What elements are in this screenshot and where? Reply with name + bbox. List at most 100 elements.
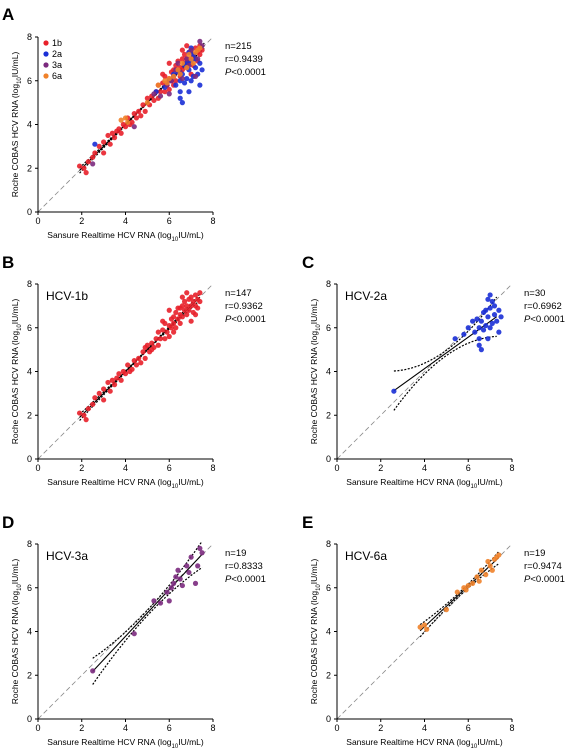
stat-r: r=0.8333: [225, 561, 263, 572]
data-point-6a: [144, 100, 150, 106]
x-axis-label-tail: IU/mL): [477, 737, 503, 747]
data-point-3a: [90, 161, 96, 167]
data-point-6a: [489, 567, 495, 573]
x-tick-label: 8: [210, 216, 215, 226]
stat-p: P<0.0001: [225, 314, 266, 325]
x-axis-label-subscript: 10: [172, 237, 179, 243]
stat-p-value: <0.0001: [231, 314, 266, 325]
x-tick-label: 4: [422, 723, 427, 733]
stat-n: n=19: [524, 548, 545, 559]
data-point-1b: [179, 47, 185, 53]
data-point-6a: [122, 115, 129, 121]
legend-label-1b: 1b: [52, 38, 62, 48]
ci-band-upper: [92, 540, 203, 659]
y-axis-label: Roche COBAS HCV RNA (log10IU/mL): [309, 299, 322, 445]
x-tick-label: 4: [123, 463, 128, 473]
x-axis-label: Sansure Realtime HCV RNA (log10IU/mL): [47, 477, 204, 490]
data-point-2a: [461, 331, 467, 337]
panel-b: B 0 2 4 6 8 0 2 4 6 8 Sansure Realtime HCV RNA (log…: [2, 253, 266, 490]
y-tick-label: 6: [326, 323, 331, 333]
stat-n: n=215: [225, 41, 252, 52]
data-point-1b: [179, 314, 185, 320]
data-point-2a: [476, 325, 482, 331]
data-point-1b: [186, 307, 192, 313]
data-point-3a: [166, 598, 172, 604]
x-tick-label: 6: [466, 723, 471, 733]
y-axis-label-main: Roche COBAS HCV RNA (log: [309, 591, 319, 705]
data-point-1b: [76, 410, 83, 416]
data-point-1b: [129, 366, 135, 372]
data-point-1b: [90, 154, 96, 160]
data-point-1b: [116, 126, 122, 132]
x-tick-label: 6: [167, 463, 172, 473]
x-tick-label: 2: [79, 216, 84, 226]
identity-line: [336, 283, 513, 460]
data-point-1b: [181, 51, 188, 58]
data-point-1b: [140, 102, 146, 108]
data-point-1b: [184, 43, 190, 49]
data-point-1b: [149, 340, 155, 346]
data-point-2a: [391, 388, 397, 394]
x-axis-label-subscript: 10: [471, 484, 478, 490]
y-tick-label: 4: [326, 627, 331, 637]
y-axis-label: Roche COBAS HCV RNA (log10IU/mL): [10, 559, 23, 705]
panel-letter: C: [302, 253, 314, 272]
stat-p-value: <0.0001: [231, 67, 266, 78]
x-axis-label: Sansure Realtime HCV RNA (log10IU/mL): [47, 230, 204, 243]
data-point-1b: [76, 163, 83, 169]
data-point-1b: [149, 347, 155, 353]
stat-r: r=0.6962: [524, 301, 562, 312]
data-point-3a: [199, 550, 205, 556]
data-point-6a: [164, 80, 170, 86]
data-point-3a: [186, 569, 192, 576]
data-point-2a: [489, 298, 495, 305]
data-point-1b: [188, 303, 194, 309]
data-point-3a: [166, 91, 172, 97]
panel-letter: A: [2, 5, 14, 24]
data-point-6a: [424, 626, 430, 632]
data-point-1b: [142, 344, 148, 351]
data-point-2a: [92, 141, 98, 147]
y-tick-label: 0: [27, 207, 32, 217]
data-point-1b: [166, 60, 172, 66]
y-axis-label-tail: IU/mL): [309, 299, 319, 325]
identity-line: [336, 543, 513, 720]
data-point-1b: [192, 292, 199, 298]
data-point-2a: [489, 320, 495, 326]
y-tick-label: 0: [27, 454, 32, 464]
x-tick-label: 2: [79, 463, 84, 473]
data-point-1b: [114, 375, 120, 381]
legend-marker-1b: [43, 40, 49, 46]
y-axis-label-subscript: 10: [316, 584, 322, 591]
data-point-6a: [470, 580, 476, 586]
data-point-2a: [496, 307, 502, 313]
data-point-2a: [496, 329, 502, 335]
data-point-2a: [186, 89, 192, 95]
data-point-1b: [109, 377, 115, 383]
data-point-2a: [470, 318, 476, 324]
data-point-1b: [96, 143, 102, 149]
y-tick-label: 6: [27, 76, 32, 86]
data-point-3a: [188, 47, 194, 53]
data-point-1b: [101, 397, 107, 403]
data-point-6a: [463, 587, 469, 593]
data-point-2a: [474, 316, 480, 322]
data-point-2a: [498, 314, 504, 320]
genotype-label: HCV-2a: [345, 289, 387, 303]
stat-p-symbol: P: [524, 574, 531, 585]
data-point-1b: [190, 298, 196, 305]
data-point-1b: [138, 360, 144, 366]
data-point-1b: [162, 89, 168, 95]
x-tick-label: 8: [509, 723, 514, 733]
data-point-6a: [171, 73, 177, 79]
data-point-1b: [171, 314, 177, 320]
data-point-3a: [131, 631, 137, 637]
stat-p-value: <0.0001: [530, 314, 565, 325]
data-point-3a: [179, 582, 185, 589]
y-axis-label-subscript: 10: [316, 324, 322, 331]
data-point-1b: [111, 135, 118, 141]
data-point-1b: [125, 362, 131, 368]
legend-marker-2a: [43, 51, 49, 57]
data-point-2a: [197, 60, 203, 66]
